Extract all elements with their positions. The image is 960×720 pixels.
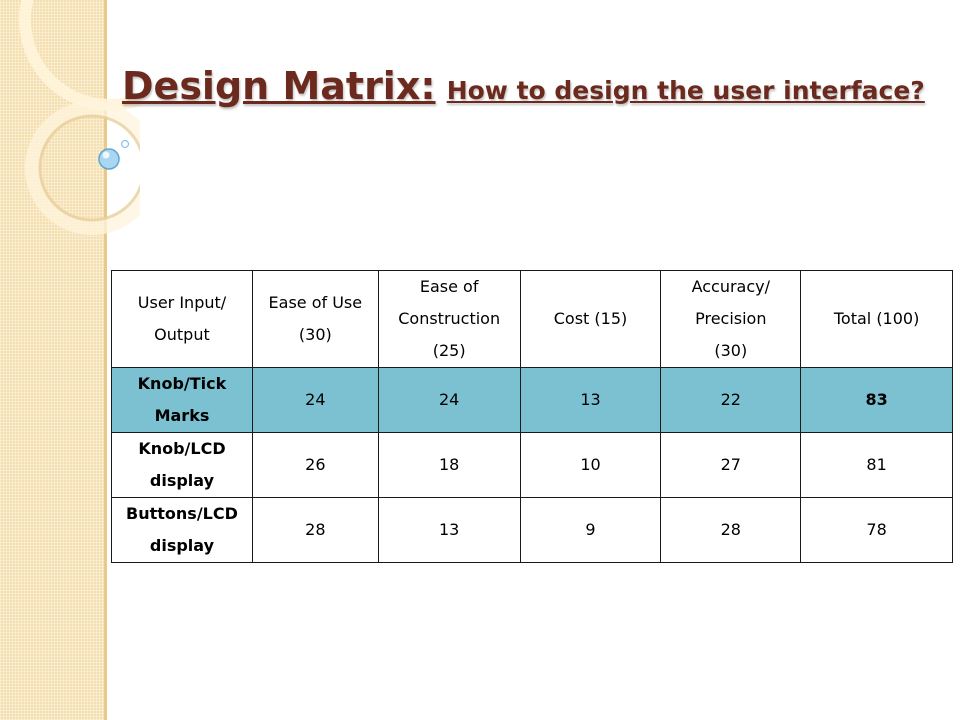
cell-text-line: Buttons/LCD (126, 504, 238, 523)
cell-text-line: display (149, 536, 215, 555)
total-cell: 78 (800, 497, 953, 563)
cell-text-line: Knob/Tick (137, 374, 227, 393)
cell-text-line: Cost (15) (553, 309, 628, 328)
table-header-row: User Input/Output Ease of Use (30) Ease of C… (111, 270, 953, 368)
score-cell: 28 (251, 497, 379, 563)
decorative-circles (19, 0, 140, 235)
row-label: Knob/LCD display (111, 432, 253, 498)
column-header: Cost (15) (519, 270, 662, 368)
column-header: Ease of Construction (25) (377, 270, 521, 368)
column-header: Total (100) (800, 270, 953, 368)
table-row: Knob/LCD display 26 18 10 27 81 (111, 432, 953, 498)
cell-text-line: User Input/ (137, 293, 227, 312)
score-cell: 28 (660, 497, 802, 563)
design-matrix-table: User Input/Output Ease of Use (30) Ease of C… (111, 270, 953, 563)
cell-text-line: (30) (714, 341, 748, 360)
cell-text-line: Ease of Use (268, 293, 363, 312)
row-label: Buttons/LCD display (111, 497, 253, 563)
page-title: Design Matrix: How to design the user in… (122, 64, 942, 108)
cell-text-line: Ease of (419, 277, 479, 296)
column-header: User Input/Output (111, 270, 253, 368)
score-cell: 27 (660, 432, 802, 498)
cell-text-line: Precision (695, 309, 767, 328)
total-cell: 81 (800, 432, 953, 498)
column-header: Accuracy/Precision (30) (660, 270, 802, 368)
table-body: User Input/Output Ease of Use (30) Ease of C… (111, 270, 953, 563)
title-main: Design Matrix: (122, 64, 436, 108)
cell-text-line: display (149, 471, 215, 490)
score-cell: 26 (251, 432, 379, 498)
score-cell: 18 (377, 432, 521, 498)
cell-text-line: Total (100) (833, 309, 920, 328)
table-row: Buttons/LCD display 28 13 9 28 78 (111, 497, 953, 563)
score-cell: 13 (377, 497, 521, 563)
column-header: Ease of Use (30) (251, 270, 379, 368)
score-cell: 10 (519, 432, 662, 498)
bubble-highlight (102, 151, 110, 159)
title-subtitle: How to design the user interface? (446, 76, 925, 105)
score-cell: 24 (251, 367, 379, 433)
cell-text-line: Knob/LCD (138, 439, 226, 458)
small-bubble-icon (120, 139, 130, 149)
score-cell: 22 (660, 367, 802, 433)
cell-text-line: Marks (154, 406, 210, 425)
small-arc-inner (38, 114, 140, 222)
row-label: Knob/Tick Marks (111, 367, 253, 433)
side-band-edge (104, 0, 107, 720)
score-cell: 13 (519, 367, 662, 433)
total-cell: 83 (800, 367, 953, 433)
blue-bubble-icon (98, 148, 120, 170)
cell-text-line: (30) (298, 325, 332, 344)
cell-text-line: Output (154, 325, 210, 344)
cell-text-line: Construction (398, 309, 501, 328)
score-cell: 24 (377, 367, 521, 433)
score-cell: 9 (519, 497, 662, 563)
cell-text-line: Accuracy/ (691, 277, 770, 296)
table-row: Knob/Tick Marks 24 24 13 22 83 (111, 367, 953, 433)
cell-text-line: (25) (432, 341, 466, 360)
small-arc (25, 101, 140, 235)
